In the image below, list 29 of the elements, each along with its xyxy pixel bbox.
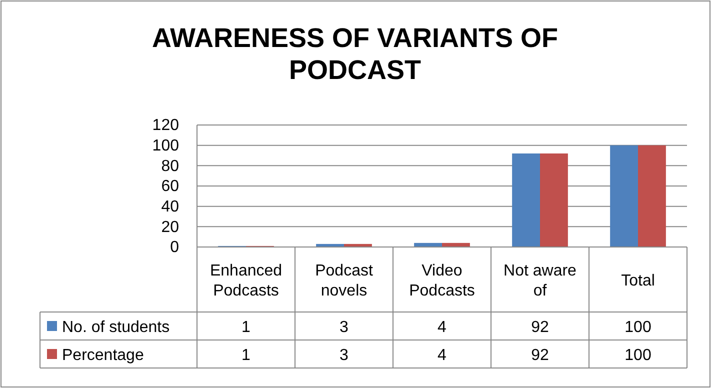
bar xyxy=(638,145,666,247)
data-label: 1 xyxy=(242,319,251,336)
chart-title: AWARENESS OF VARIANTS OF PODCAST xyxy=(152,23,558,85)
x-tick-label: Video Podcasts xyxy=(409,262,475,300)
y-tick-label: 60 xyxy=(161,178,180,196)
bar xyxy=(610,145,638,247)
data-label: 3 xyxy=(340,319,349,336)
x-tick-label: Podcast novels xyxy=(315,262,374,300)
data-label: 1 xyxy=(242,347,251,364)
x-tick-label: Enhanced Podcasts xyxy=(210,262,282,300)
data-label: 92 xyxy=(531,319,549,336)
legend-label: Percentage xyxy=(62,347,144,364)
data-label: 4 xyxy=(438,319,447,336)
bar xyxy=(540,153,568,247)
y-tick-label: 80 xyxy=(161,158,180,175)
y-tick-label: 120 xyxy=(152,117,180,134)
y-tick-label: 20 xyxy=(161,218,180,236)
legend-label: No. of students xyxy=(62,319,170,336)
data-label: 92 xyxy=(531,347,549,364)
data-label: 4 xyxy=(438,347,447,364)
y-tick-label: 40 xyxy=(161,198,180,216)
data-label: 100 xyxy=(624,319,652,336)
y-tick-label: 0 xyxy=(170,239,180,256)
x-tick-label: Not aware of xyxy=(504,262,577,300)
data-label: 3 xyxy=(340,347,349,364)
data-label: 100 xyxy=(624,347,652,364)
y-tick-label: 100 xyxy=(152,137,180,154)
bar xyxy=(512,153,540,247)
x-tick-label: Total xyxy=(621,272,655,290)
